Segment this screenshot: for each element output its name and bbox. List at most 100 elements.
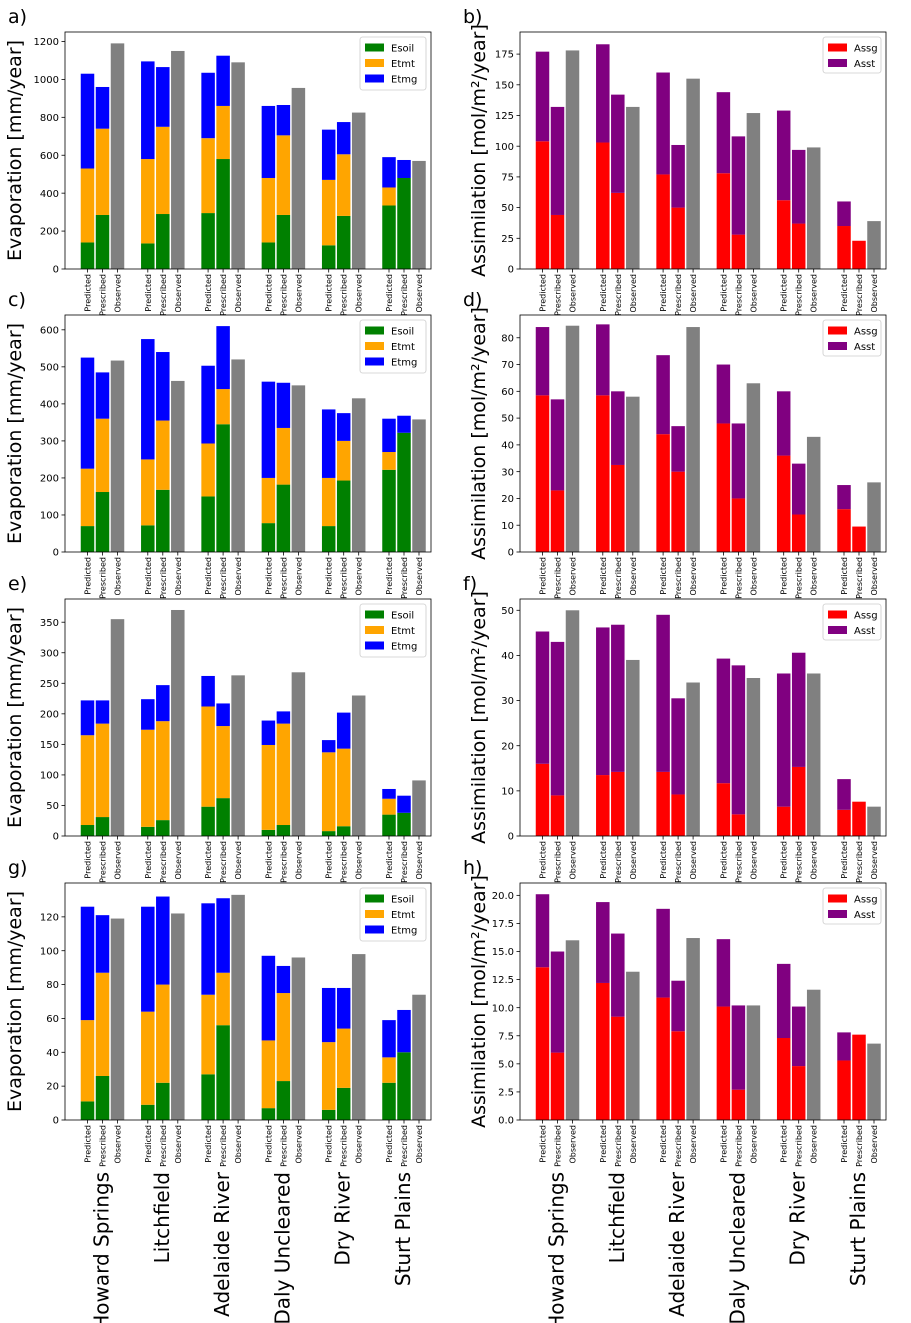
- bar-tick-label: Observed: [174, 1125, 183, 1164]
- bar-tick-label: Prescribed: [340, 557, 349, 599]
- y-tick-label: 10.0: [492, 1003, 514, 1014]
- bar-predicted-etmt: [382, 798, 396, 815]
- bar-tick-label: Prescribed: [614, 557, 623, 599]
- bar-tick-label: Predicted: [144, 1125, 153, 1163]
- bar-prescribed-etmg: [276, 105, 291, 136]
- bar-prescribed-etmg: [397, 159, 411, 178]
- legend-label: Asst: [854, 59, 875, 70]
- legend-label: Esoil: [391, 44, 414, 55]
- bar-tick-label: Prescribed: [159, 274, 168, 316]
- y-tick-label: 40: [501, 440, 514, 451]
- legend-label: Esoil: [391, 611, 414, 622]
- bar-observed: [291, 385, 306, 552]
- bar-tick-label: Predicted: [84, 1125, 93, 1163]
- bar-predicted-esoil: [261, 242, 276, 269]
- bar-tick-label: Predicted: [144, 841, 153, 879]
- y-tick-label: 40: [501, 651, 514, 662]
- bar-predicted-esoil: [321, 245, 336, 269]
- bar-tick-label: Observed: [569, 841, 578, 880]
- bar-tick-label: Observed: [749, 1125, 758, 1164]
- legend-swatch-asst: [828, 910, 847, 918]
- bar-predicted-asst: [596, 324, 610, 396]
- bar-predicted-etmt: [321, 179, 336, 246]
- bar-observed: [351, 112, 366, 269]
- y-tick-label: 0: [53, 832, 59, 843]
- bar-prescribed-asst: [611, 391, 625, 465]
- legend-swatch-etmt: [365, 626, 384, 634]
- bar-prescribed-etmg: [276, 382, 291, 428]
- y-axis-label: Evaporation [mm/year]: [4, 323, 26, 544]
- bar-prescribed-etmt: [156, 721, 170, 821]
- bar-prescribed-etmg: [216, 703, 230, 727]
- site-label: Howard Springs: [90, 1172, 114, 1323]
- site-label: Daly Uncleared: [270, 1172, 294, 1323]
- y-tick-label: 30: [501, 696, 514, 707]
- y-tick-label: 1000: [34, 75, 59, 86]
- bar-tick-label: Prescribed: [340, 1125, 349, 1167]
- bar-prescribed-asst: [550, 951, 565, 1053]
- bar-predicted-etmg: [321, 987, 336, 1043]
- bar-observed: [565, 50, 580, 269]
- panel-d: Predicted Prescribed Observed Predicted Pres…: [463, 289, 887, 599]
- legend-swatch-assg: [828, 43, 847, 52]
- legend-swatch-etmg: [365, 74, 384, 83]
- bar-observed: [806, 436, 821, 552]
- bar-prescribed-assg: [611, 192, 625, 269]
- bar-prescribed-assg: [550, 1052, 565, 1120]
- bar-tick-label: Observed: [629, 557, 638, 596]
- bar-tick-label: Predicted: [385, 841, 394, 879]
- legend-label: Etmg: [391, 75, 417, 86]
- bar-prescribed-etmg: [95, 700, 110, 724]
- bar-predicted-etmg: [80, 700, 95, 736]
- bar-prescribed-assg: [852, 526, 866, 552]
- bar-observed: [351, 695, 366, 836]
- bar-tick-label: Observed: [810, 841, 819, 880]
- bar-tick-label: Predicted: [264, 841, 273, 879]
- y-tick-label: 1200: [34, 37, 59, 48]
- bar-tick-label: Predicted: [204, 274, 213, 312]
- bar-predicted-assg: [837, 809, 851, 836]
- bar-predicted-assg: [596, 395, 610, 552]
- bar-tick-label: Prescribed: [340, 841, 349, 883]
- bar-observed: [351, 954, 366, 1120]
- bar-tick-label: Prescribed: [674, 841, 683, 883]
- bar-tick-label: Predicted: [325, 841, 334, 879]
- bar-predicted-assg: [535, 763, 550, 836]
- bar-observed: [171, 609, 185, 836]
- bar-predicted-esoil: [321, 831, 336, 836]
- bar-tick-label: Observed: [114, 557, 123, 596]
- bar-predicted-etmg: [141, 699, 155, 730]
- bar-tick-label: Observed: [234, 274, 243, 313]
- bar-predicted-etmt: [382, 452, 396, 470]
- bar-prescribed-etmt: [336, 1028, 351, 1088]
- bar-predicted-assg: [837, 509, 851, 552]
- legend-swatch-esoil: [365, 610, 384, 619]
- y-tick-label: 400: [40, 189, 59, 200]
- bar-prescribed-asst: [671, 144, 685, 208]
- bar-predicted-esoil: [382, 469, 396, 552]
- legend-label: Etmt: [391, 59, 415, 70]
- y-tick-label: 250: [40, 679, 59, 690]
- y-tick-label: 12.5: [492, 975, 514, 986]
- bar-tick-label: Observed: [749, 841, 758, 880]
- bar-observed: [867, 482, 881, 552]
- legend-label: Esoil: [391, 895, 414, 906]
- y-tick-label: 80: [501, 333, 514, 344]
- legend-label: Etmg: [391, 642, 417, 653]
- y-tick-label: 75: [501, 173, 514, 184]
- y-axis-label: Evaporation [mm/year]: [4, 40, 26, 261]
- bar-predicted-etmg: [261, 955, 276, 1041]
- bar-observed: [171, 380, 185, 552]
- bar-tick-label: Predicted: [144, 557, 153, 595]
- bar-predicted-etmt: [80, 168, 95, 243]
- bar-predicted-assg: [837, 1060, 851, 1120]
- bar-tick-label: Observed: [689, 274, 698, 313]
- bar-predicted-assg: [656, 174, 670, 269]
- bar-tick-label: Observed: [294, 841, 303, 880]
- axes-frame: [519, 314, 887, 553]
- bar-prescribed-etmt: [336, 748, 351, 827]
- bar-observed: [565, 940, 580, 1120]
- bar-predicted-assg: [535, 141, 550, 269]
- bar-tick-label: Prescribed: [855, 841, 864, 883]
- bar-tick-label: Predicted: [325, 1125, 334, 1163]
